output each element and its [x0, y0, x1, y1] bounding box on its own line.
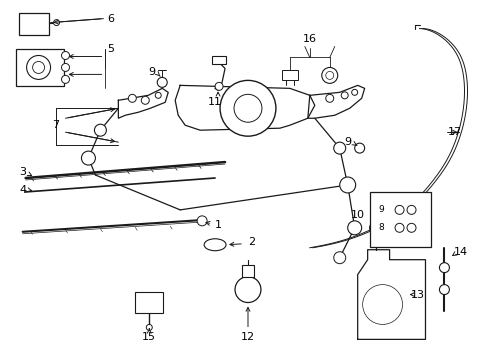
Circle shape [394, 206, 403, 214]
Circle shape [197, 216, 207, 226]
Circle shape [61, 51, 69, 59]
Text: 2: 2 [248, 237, 255, 247]
Circle shape [339, 177, 355, 193]
Text: 16: 16 [302, 33, 316, 44]
Bar [135, 292, 163, 314]
Circle shape [215, 82, 223, 90]
Circle shape [362, 285, 402, 324]
Circle shape [439, 285, 448, 294]
Circle shape [61, 63, 69, 71]
Circle shape [157, 77, 167, 87]
Circle shape [406, 206, 415, 214]
Circle shape [141, 96, 149, 104]
Text: 3: 3 [19, 167, 26, 177]
Circle shape [325, 71, 333, 80]
Circle shape [33, 62, 44, 73]
Circle shape [26, 55, 50, 80]
Ellipse shape [203, 239, 225, 251]
Circle shape [406, 223, 415, 232]
Circle shape [53, 20, 60, 26]
Circle shape [325, 94, 333, 102]
Text: 11: 11 [208, 97, 222, 107]
Text: 7: 7 [52, 120, 59, 130]
Bar [16, 49, 63, 86]
Text: 14: 14 [453, 247, 468, 257]
Circle shape [333, 252, 345, 264]
Text: 4: 4 [19, 185, 26, 195]
Text: 17: 17 [447, 127, 461, 137]
Circle shape [146, 324, 152, 330]
Text: 9: 9 [148, 67, 156, 77]
Circle shape [220, 80, 275, 136]
Circle shape [439, 263, 448, 273]
Circle shape [81, 151, 95, 165]
Text: 1: 1 [214, 220, 221, 230]
Bar [19, 13, 48, 35]
Circle shape [354, 143, 364, 153]
Bar [212, 57, 225, 64]
Circle shape [341, 92, 347, 99]
Circle shape [351, 89, 357, 95]
Text: 9: 9 [378, 206, 384, 215]
Text: 6: 6 [107, 14, 114, 24]
Circle shape [235, 276, 261, 302]
Circle shape [369, 222, 381, 234]
Text: 9: 9 [344, 137, 350, 147]
Text: 10: 10 [350, 210, 364, 220]
Text: 8: 8 [378, 223, 384, 232]
Bar [242, 265, 253, 276]
Circle shape [394, 223, 403, 232]
Circle shape [128, 94, 136, 102]
Circle shape [234, 94, 262, 122]
Bar [369, 192, 430, 247]
Circle shape [61, 75, 69, 84]
Text: 12: 12 [241, 332, 255, 342]
Circle shape [347, 221, 361, 235]
Circle shape [94, 124, 106, 136]
Text: 13: 13 [409, 289, 424, 300]
Circle shape [155, 92, 161, 98]
Text: 5: 5 [107, 44, 114, 54]
Circle shape [321, 67, 337, 84]
Bar [281, 71, 297, 80]
Circle shape [333, 142, 345, 154]
Text: 15: 15 [142, 332, 156, 342]
